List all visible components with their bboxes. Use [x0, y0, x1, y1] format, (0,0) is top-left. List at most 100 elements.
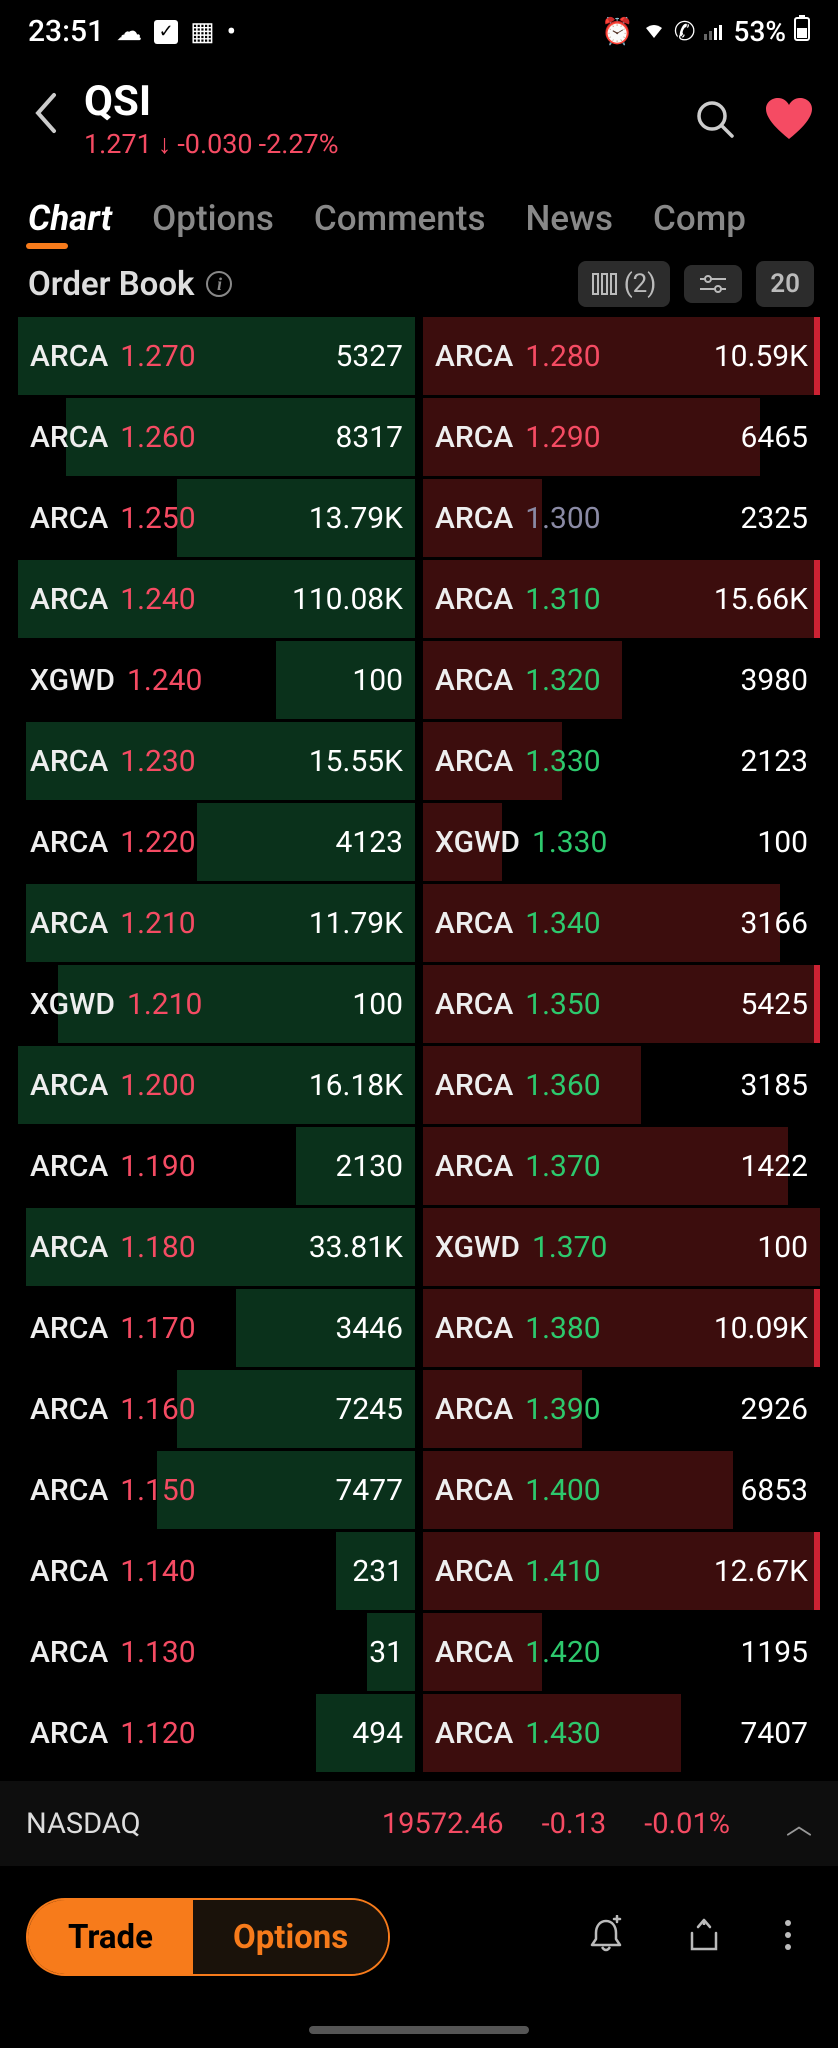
bid-exchange: ARCA: [30, 501, 108, 536]
bid-row[interactable]: ARCA1.1607245: [18, 1370, 415, 1448]
chevron-up-icon[interactable]: ︿: [786, 1805, 812, 1842]
bid-row[interactable]: ARCA1.1703446: [18, 1289, 415, 1367]
ask-row[interactable]: XGWD1.370100: [423, 1208, 820, 1286]
ask-price: 1.310: [525, 582, 600, 617]
ask-row[interactable]: ARCA1.3902926: [423, 1370, 820, 1448]
asks-column: ARCA1.28010.59KARCA1.2906465ARCA1.300232…: [423, 317, 820, 1772]
tab-news[interactable]: News: [525, 198, 613, 239]
settings-button[interactable]: [684, 265, 742, 303]
ask-exchange: ARCA: [435, 582, 513, 617]
index-change-pct: -0.01%: [644, 1807, 730, 1841]
price-change-pct: -2.27%: [259, 128, 339, 160]
info-icon[interactable]: i: [206, 271, 232, 297]
bid-price: 1.180: [120, 1230, 195, 1265]
bid-price: 1.200: [120, 1068, 195, 1103]
bid-row[interactable]: ARCA1.1902130: [18, 1127, 415, 1205]
bid-qty: 8317: [336, 420, 403, 455]
bid-row[interactable]: ARCA1.23015.55K: [18, 722, 415, 800]
ask-qty: 100: [757, 825, 808, 860]
ask-qty: 7407: [741, 1716, 808, 1751]
bid-row[interactable]: ARCA1.18033.81K: [18, 1208, 415, 1286]
options-button[interactable]: Options: [193, 1900, 388, 1974]
signal-icon: [704, 17, 726, 47]
bid-row[interactable]: ARCA1.21011.79K: [18, 884, 415, 962]
trade-button[interactable]: Trade: [28, 1900, 193, 1974]
ask-qty: 5425: [741, 987, 808, 1022]
section-title: Order Book: [28, 265, 194, 304]
bid-row[interactable]: XGWD1.210100: [18, 965, 415, 1043]
bid-row[interactable]: ARCA1.140231: [18, 1532, 415, 1610]
ask-qty: 6853: [741, 1473, 808, 1508]
bid-row[interactable]: ARCA1.120494: [18, 1694, 415, 1772]
ask-price: 1.390: [525, 1392, 600, 1427]
bid-row[interactable]: ARCA1.20016.18K: [18, 1046, 415, 1124]
bid-qty: 5327: [336, 339, 403, 374]
ask-price: 1.400: [525, 1473, 600, 1508]
ticker-header: QSI 1.271 ↓ -0.030 -2.27%: [0, 59, 838, 172]
bid-row[interactable]: ARCA1.13031: [18, 1613, 415, 1691]
ask-row[interactable]: ARCA1.31015.66K: [423, 560, 820, 638]
ask-exchange: ARCA: [435, 339, 513, 374]
bid-row[interactable]: ARCA1.1507477: [18, 1451, 415, 1529]
price-change: -0.030: [177, 128, 252, 160]
status-bar: 23:51 ☁ ✓ ▦ • ⏰ ✆ 53%: [0, 0, 838, 59]
ask-row[interactable]: ARCA1.38010.09K: [423, 1289, 820, 1367]
more-icon[interactable]: [764, 1915, 812, 1959]
bid-row[interactable]: ARCA1.2204123: [18, 803, 415, 881]
bid-exchange: ARCA: [30, 1392, 108, 1427]
bid-qty: 100: [352, 663, 403, 698]
tab-options[interactable]: Options: [152, 198, 274, 239]
bid-exchange: ARCA: [30, 339, 108, 374]
bid-exchange: ARCA: [30, 1716, 108, 1751]
ask-price: 1.340: [525, 906, 600, 941]
share-icon[interactable]: [666, 1915, 742, 1959]
ask-price: 1.380: [525, 1311, 600, 1346]
columns-button[interactable]: (2): [578, 261, 671, 307]
bid-row[interactable]: XGWD1.240100: [18, 641, 415, 719]
ask-row[interactable]: ARCA1.3002325: [423, 479, 820, 557]
index-bar[interactable]: NASDAQ 19572.46 -0.13 -0.01% ︿: [0, 1781, 838, 1866]
depth-button[interactable]: 20: [756, 261, 814, 307]
bid-row[interactable]: ARCA1.2608317: [18, 398, 415, 476]
ask-row[interactable]: ARCA1.3505425: [423, 965, 820, 1043]
ask-exchange: ARCA: [435, 744, 513, 779]
ask-row[interactable]: ARCA1.2906465: [423, 398, 820, 476]
ask-row[interactable]: ARCA1.3701422: [423, 1127, 820, 1205]
bid-price: 1.150: [120, 1473, 195, 1508]
ask-row[interactable]: ARCA1.4307407: [423, 1694, 820, 1772]
ask-row[interactable]: ARCA1.3302123: [423, 722, 820, 800]
bid-row[interactable]: ARCA1.25013.79K: [18, 479, 415, 557]
ticker-symbol: QSI: [84, 77, 676, 126]
ask-qty: 6465: [741, 420, 808, 455]
ask-row[interactable]: ARCA1.41012.67K: [423, 1532, 820, 1610]
ask-price: 1.420: [525, 1635, 600, 1670]
bid-price: 1.160: [120, 1392, 195, 1427]
back-button[interactable]: [24, 91, 66, 146]
ask-row[interactable]: ARCA1.3403166: [423, 884, 820, 962]
bid-exchange: ARCA: [30, 1149, 108, 1184]
ask-exchange: ARCA: [435, 1554, 513, 1589]
bid-row[interactable]: ARCA1.2705327: [18, 317, 415, 395]
bid-row[interactable]: ARCA1.240110.08K: [18, 560, 415, 638]
ask-row[interactable]: ARCA1.4006853: [423, 1451, 820, 1529]
tab-company[interactable]: Comp: [653, 198, 746, 239]
check-icon: ✓: [154, 20, 178, 44]
tab-comments[interactable]: Comments: [314, 198, 486, 239]
index-value: 19572.46: [382, 1807, 504, 1841]
tab-chart[interactable]: Chart: [28, 198, 112, 239]
ask-row[interactable]: ARCA1.28010.59K: [423, 317, 820, 395]
ask-qty: 3185: [741, 1068, 808, 1103]
bottom-action-bar: Trade Options: [0, 1880, 838, 1994]
ask-row[interactable]: XGWD1.330100: [423, 803, 820, 881]
ask-exchange: ARCA: [435, 1311, 513, 1346]
ask-price: 1.430: [525, 1716, 600, 1751]
search-icon[interactable]: [694, 98, 736, 140]
favorite-icon[interactable]: [764, 97, 814, 141]
calendar-icon: ▦: [190, 17, 215, 47]
ask-row[interactable]: ARCA1.3603185: [423, 1046, 820, 1124]
ask-row[interactable]: ARCA1.4201195: [423, 1613, 820, 1691]
bid-qty: 13.79K: [309, 501, 403, 536]
ask-row[interactable]: ARCA1.3203980: [423, 641, 820, 719]
bid-qty: 33.81K: [309, 1230, 403, 1265]
alert-icon[interactable]: [568, 1915, 644, 1959]
